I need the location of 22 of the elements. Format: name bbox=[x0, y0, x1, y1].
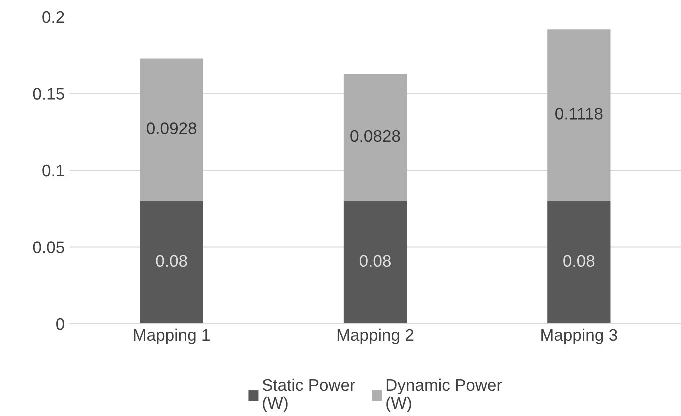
y-tick-label: 0.15 bbox=[33, 88, 64, 100]
y-tick-label: 0.1 bbox=[42, 164, 64, 177]
bar bbox=[344, 201, 408, 324]
bar bbox=[140, 201, 204, 324]
bar bbox=[548, 201, 611, 324]
legend-label: Static Power (W) bbox=[262, 378, 356, 412]
bar bbox=[140, 58, 204, 202]
legend-label: Dynamic Power (W) bbox=[386, 378, 502, 412]
bar bbox=[548, 30, 611, 202]
data-label: 0.08 bbox=[564, 255, 595, 268]
y-tick-label: 0.05 bbox=[33, 242, 64, 254]
x-tick-label: Mapping 3 bbox=[542, 328, 618, 344]
data-label: 0.0928 bbox=[147, 122, 197, 134]
data-label: 0.08 bbox=[360, 255, 391, 268]
y-tick-label: 0.2 bbox=[42, 11, 64, 24]
y-tick-label: 0 bbox=[56, 318, 64, 330]
data-label: 0.08 bbox=[156, 255, 188, 268]
bar bbox=[344, 74, 408, 202]
data-label: 0.1118 bbox=[556, 108, 603, 120]
x-tick-label: Mapping 2 bbox=[338, 328, 414, 344]
x-tick-label: Mapping 1 bbox=[134, 328, 210, 344]
data-label: 0.0828 bbox=[350, 130, 400, 142]
